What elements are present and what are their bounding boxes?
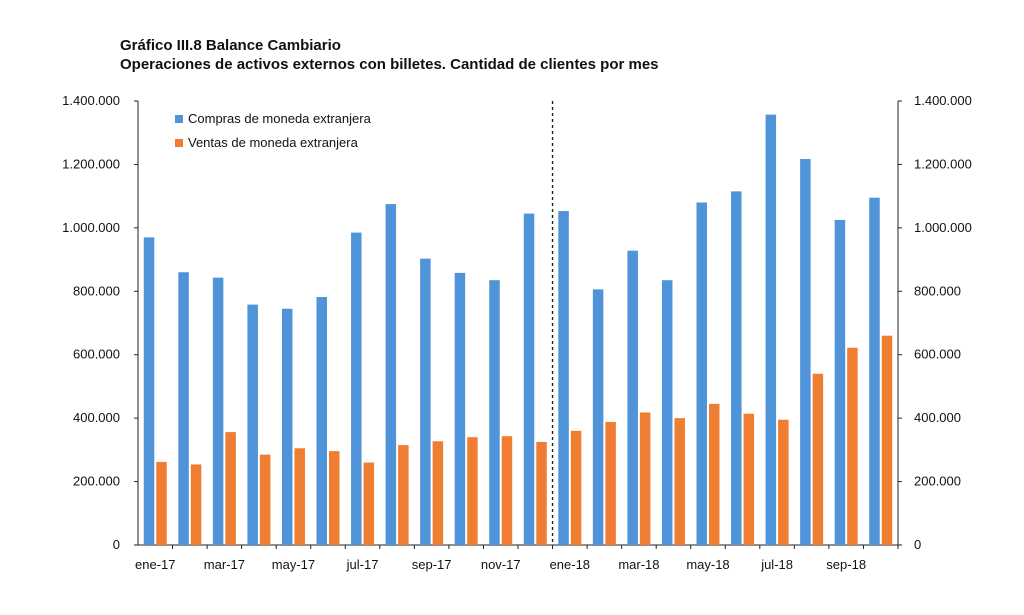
bar-ventas: [259, 454, 271, 545]
bar-ventas: [570, 430, 582, 545]
bar-compras: [627, 250, 638, 546]
legend-swatch: [175, 139, 183, 147]
bar-ventas: [709, 403, 720, 545]
bar-ventas: [847, 347, 858, 545]
x-tick-label: jul-18: [760, 557, 793, 572]
bar-compras: [281, 308, 293, 545]
bar-ventas: [639, 412, 651, 545]
y-tick-label-left: 1.000.000: [62, 220, 120, 235]
y-tick-label-left: 1.400.000: [62, 93, 120, 108]
bar-ventas: [605, 421, 616, 545]
y-tick-label-left: 1.200.000: [62, 156, 120, 171]
bar-ventas: [881, 335, 893, 545]
bar-compras: [212, 277, 224, 545]
bar-ventas: [156, 461, 167, 545]
bar-compras: [247, 304, 258, 545]
bar-ventas: [294, 448, 305, 545]
y-tick-label-left: 0: [113, 537, 120, 552]
bar-compras: [454, 272, 466, 545]
y-tick-label-right: 1.000.000: [914, 220, 972, 235]
chart-title: Gráfico III.8 Balance Cambiario: [120, 37, 341, 54]
bar-ventas: [812, 373, 824, 545]
y-tick-label-right: 1.400.000: [914, 93, 972, 108]
y-tick-label-right: 400.000: [914, 410, 961, 425]
bar-ventas: [432, 441, 444, 545]
bar-ventas: [674, 418, 685, 545]
x-tick-label: mar-18: [618, 557, 659, 572]
bar-ventas: [501, 436, 513, 545]
bar-compras: [800, 159, 811, 545]
x-tick-label: sep-17: [412, 557, 452, 572]
bar-ventas: [190, 464, 202, 545]
legend-label: Compras de moneda extranjera: [188, 111, 372, 126]
x-tick-label: nov-17: [481, 557, 521, 572]
x-tick-label: ene-18: [550, 557, 590, 572]
legend-label: Ventas de moneda extranjera: [188, 135, 359, 150]
bar-compras: [316, 296, 327, 545]
y-tick-label-right: 1.200.000: [914, 156, 972, 171]
bar-ventas: [329, 451, 340, 545]
bar-ventas: [398, 445, 409, 545]
y-tick-label-left: 800.000: [73, 283, 120, 298]
bar-compras: [765, 114, 777, 545]
bar-compras: [558, 211, 569, 545]
bar-ventas: [363, 462, 375, 545]
bar-compras: [523, 213, 535, 546]
bar-ventas: [467, 437, 478, 545]
y-tick-label-left: 200.000: [73, 474, 120, 489]
y-tick-label-right: 0: [914, 537, 921, 552]
bar-compras: [661, 280, 673, 545]
legend-swatch: [175, 115, 183, 123]
bar-ventas: [778, 419, 789, 545]
chart-subtitle: Operaciones de activos externos con bill…: [120, 56, 659, 73]
x-tick-label: ene-17: [135, 557, 175, 572]
x-tick-label: mar-17: [204, 557, 245, 572]
y-tick-label-right: 600.000: [914, 347, 961, 362]
y-tick-label-left: 400.000: [73, 410, 120, 425]
bar-compras: [592, 289, 604, 545]
bar-ventas: [743, 413, 755, 545]
x-tick-label: sep-18: [826, 557, 866, 572]
bar-compras: [420, 258, 431, 545]
x-tick-label: may-17: [272, 557, 315, 572]
x-tick-label: jul-17: [346, 557, 379, 572]
bar-compras: [696, 202, 707, 545]
bar-compras: [385, 204, 397, 546]
bar-compras: [731, 191, 742, 545]
x-tick-label: may-18: [686, 557, 729, 572]
y-tick-label-right: 200.000: [914, 474, 961, 489]
bar-ventas: [225, 432, 236, 545]
bar-compras: [489, 280, 500, 545]
bar-compras: [869, 197, 880, 545]
y-tick-label-left: 600.000: [73, 347, 120, 362]
bar-ventas: [536, 441, 547, 545]
bar-compras: [834, 219, 846, 545]
y-tick-label-right: 800.000: [914, 283, 961, 298]
chart-title-block: Gráfico III.8 Balance Cambiario Operacio…: [120, 36, 659, 74]
bar-compras: [178, 272, 189, 545]
bar-compras: [351, 232, 362, 545]
bar-compras: [143, 237, 155, 545]
